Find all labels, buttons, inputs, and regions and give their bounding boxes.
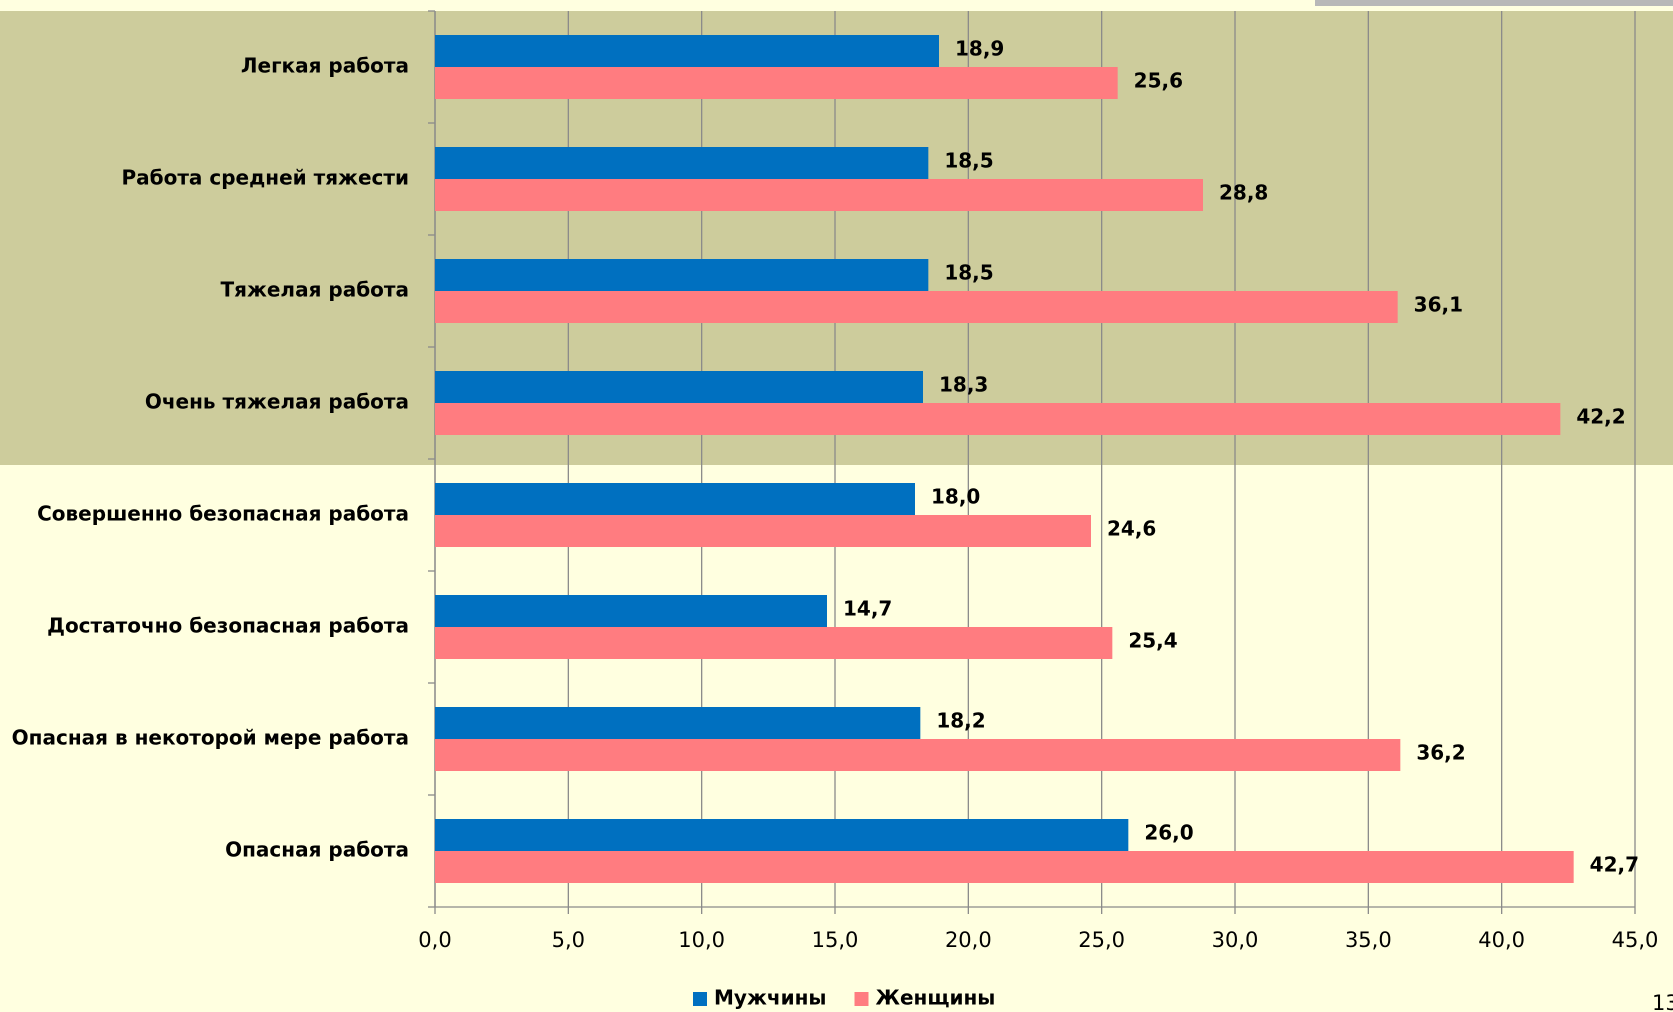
legend-label: Женщины <box>876 986 996 1010</box>
value-label: 36,2 <box>1416 741 1465 765</box>
bar <box>435 739 1401 771</box>
bar <box>435 819 1129 851</box>
x-tick-label: 30,0 <box>1212 928 1259 952</box>
value-label: 18,0 <box>931 485 980 509</box>
y-tick-label: Достаточно безопасная работа <box>47 614 409 638</box>
value-label: 18,9 <box>955 37 1004 61</box>
bar <box>435 595 827 627</box>
y-tick-label: Легкая работа <box>241 54 409 78</box>
bar <box>435 259 929 291</box>
bar <box>435 483 915 515</box>
x-tick-label: 5,0 <box>552 928 585 952</box>
x-tick-label: 25,0 <box>1078 928 1125 952</box>
value-label: 24,6 <box>1107 517 1156 541</box>
bar <box>435 707 921 739</box>
bar <box>435 67 1118 99</box>
value-label: 25,6 <box>1134 69 1183 93</box>
bar <box>435 291 1398 323</box>
x-tick-label: 40,0 <box>1478 928 1525 952</box>
bar <box>435 515 1091 547</box>
y-tick-label: Работа средней тяжести <box>121 166 409 190</box>
value-label: 18,5 <box>944 261 993 285</box>
top-bar <box>1315 0 1673 6</box>
bar <box>435 147 929 179</box>
value-label: 42,7 <box>1590 853 1639 877</box>
value-label: 18,5 <box>944 149 993 173</box>
y-tick-label: Совершенно безопасная работа <box>37 502 409 526</box>
bar <box>435 371 923 403</box>
y-tick-label: Опасная в некоторой мере работа <box>12 726 409 750</box>
value-label: 18,3 <box>939 373 988 397</box>
value-label: 14,7 <box>843 597 892 621</box>
legend-swatch <box>693 992 707 1006</box>
bar <box>435 179 1203 211</box>
bar <box>435 851 1574 883</box>
value-label: 28,8 <box>1219 181 1268 205</box>
value-label: 36,1 <box>1414 293 1463 317</box>
y-tick-label: Очень тяжелая работа <box>145 390 409 414</box>
value-label: 26,0 <box>1144 821 1193 845</box>
bar <box>435 35 939 67</box>
value-label: 42,2 <box>1576 405 1625 429</box>
legend-swatch <box>854 992 869 1006</box>
x-tick-label: 45,0 <box>1612 928 1659 952</box>
bar <box>435 403 1561 435</box>
y-tick-label: Тяжелая работа <box>220 278 409 302</box>
y-tick-label: Опасная работа <box>225 838 409 862</box>
legend-label: Мужчины <box>714 986 827 1010</box>
page-number: 13 <box>1652 991 1673 1012</box>
x-tick-label: 35,0 <box>1345 928 1392 952</box>
x-tick-label: 0,0 <box>418 928 451 952</box>
value-label: 25,4 <box>1128 629 1177 653</box>
x-tick-label: 20,0 <box>945 928 992 952</box>
bar <box>435 627 1113 659</box>
x-tick-label: 15,0 <box>812 928 859 952</box>
x-tick-label: 10,0 <box>678 928 725 952</box>
value-label: 18,2 <box>936 709 985 733</box>
